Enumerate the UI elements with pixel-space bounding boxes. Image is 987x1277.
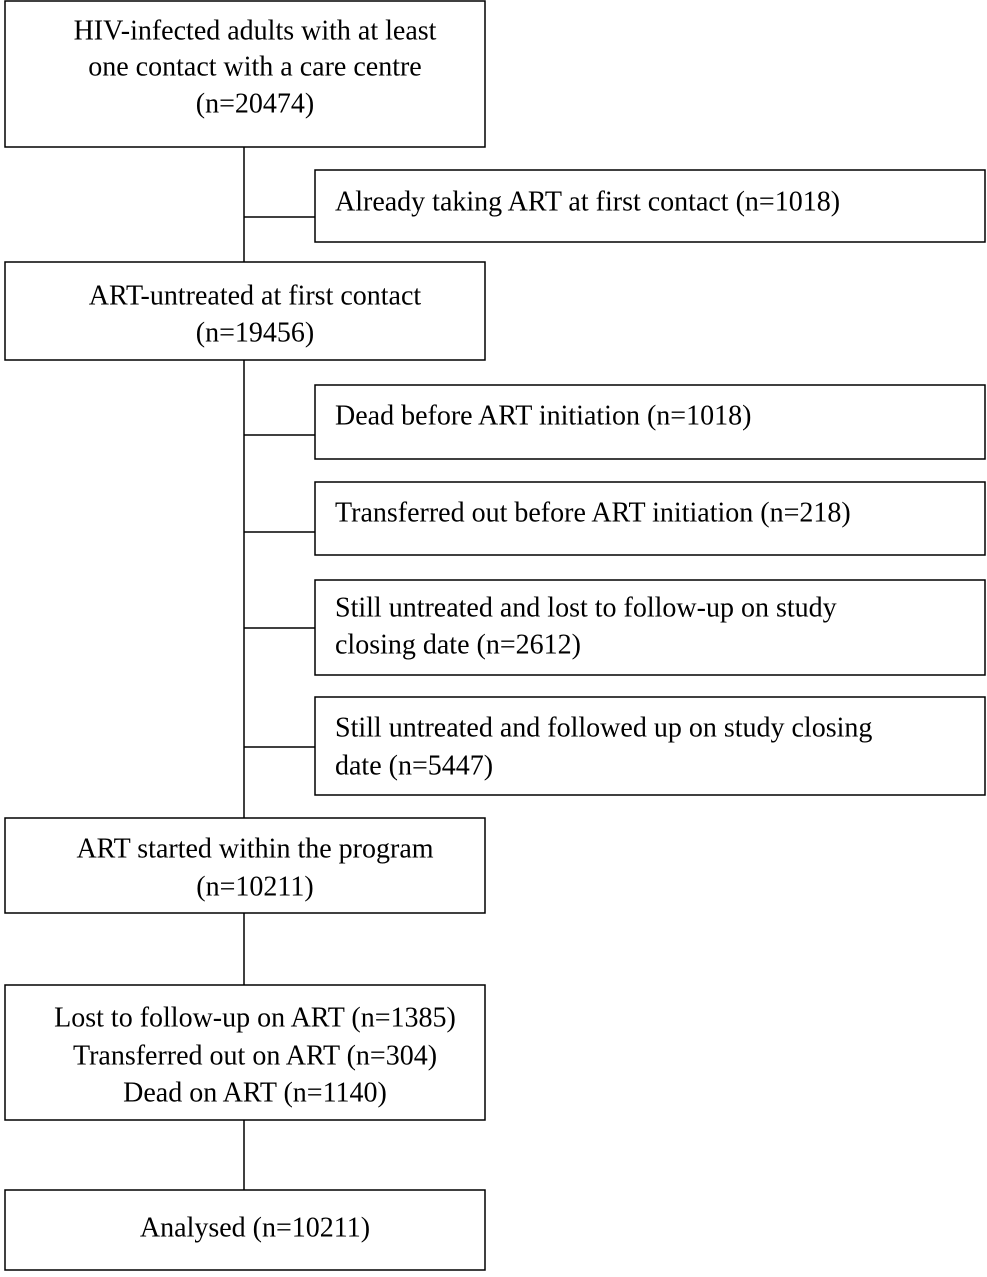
node-text: Transferred out on ART (n=304) — [73, 1040, 437, 1071]
node-text: (n=10211) — [196, 871, 313, 902]
node-text: Already taking ART at first contact (n=1… — [335, 186, 840, 217]
node-text: Still untreated and followed up on study… — [335, 712, 872, 743]
node-text: date (n=5447) — [335, 750, 493, 781]
node-text: (n=20474) — [196, 88, 314, 119]
box — [314, 384, 986, 460]
node-text: Still untreated and lost to follow-up on… — [335, 592, 837, 623]
node-text: Dead before ART initiation (n=1018) — [335, 400, 751, 431]
box — [314, 579, 986, 676]
box — [4, 261, 486, 361]
box — [4, 984, 486, 1121]
node-text: closing date (n=2612) — [335, 629, 581, 660]
node-text: one contact with a care centre — [88, 51, 421, 82]
node-text: Lost to follow-up on ART (n=1385) — [54, 1002, 456, 1033]
node-text: Transferred out before ART initiation (n… — [335, 497, 851, 528]
box — [4, 817, 486, 914]
node-text: HIV-infected adults with at least — [74, 15, 437, 46]
node-text: Analysed (n=10211) — [140, 1212, 370, 1243]
box — [314, 481, 986, 556]
node-text: ART-untreated at first contact — [89, 280, 422, 311]
node-text: (n=19456) — [196, 317, 314, 348]
box — [314, 169, 986, 243]
node-text: Dead on ART (n=1140) — [123, 1077, 387, 1108]
node-text: ART started within the program — [76, 833, 433, 864]
box — [314, 696, 986, 796]
box — [4, 1189, 486, 1271]
box — [4, 0, 486, 148]
